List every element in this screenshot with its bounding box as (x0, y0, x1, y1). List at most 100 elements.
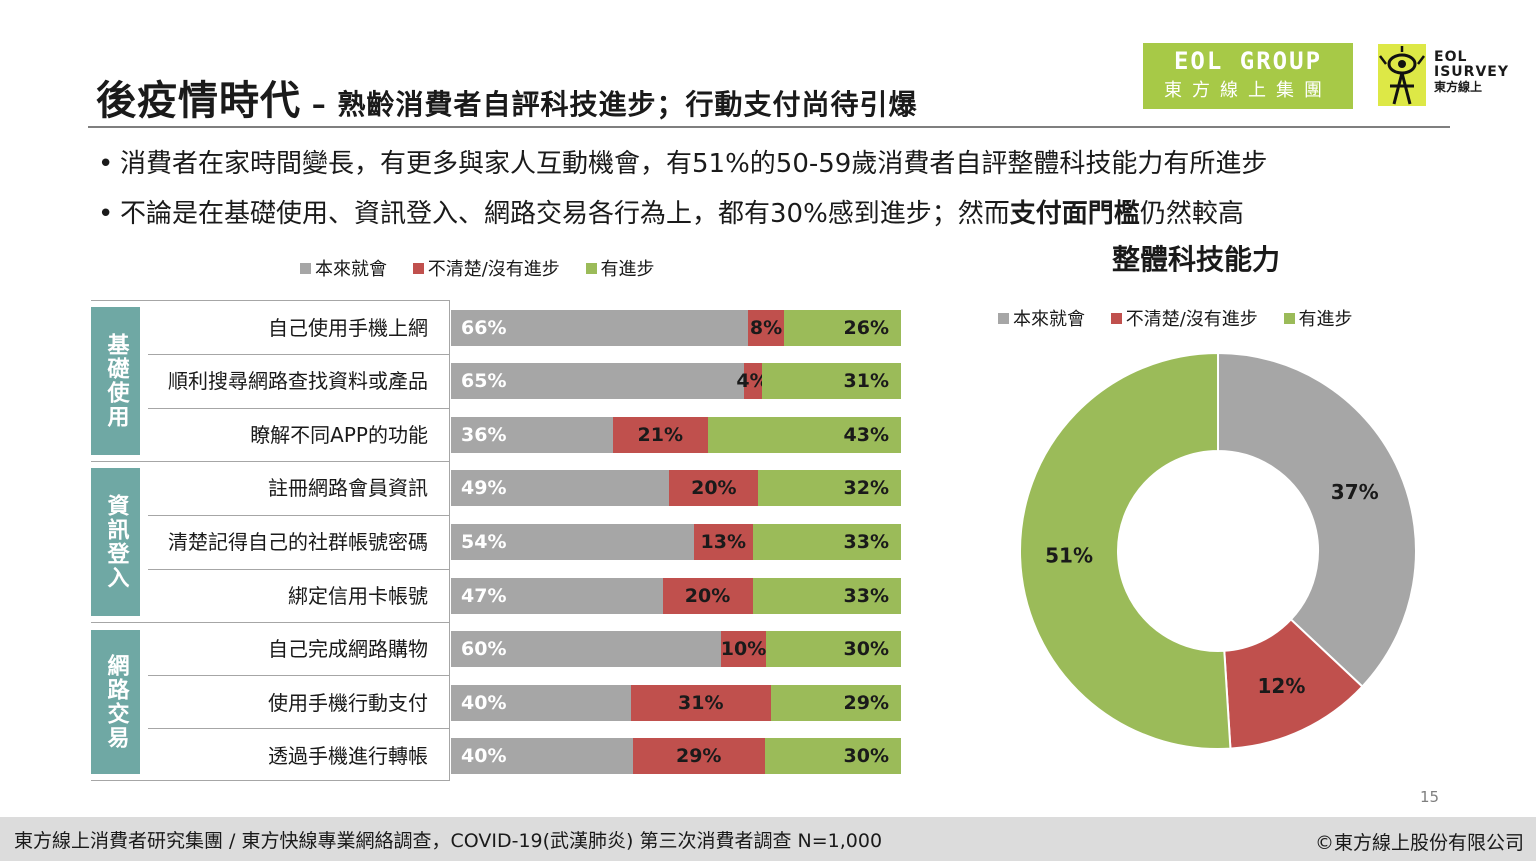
donut-value-label: 51% (1045, 544, 1093, 568)
bar-value-label: 36% (461, 424, 507, 446)
legend-item-no-progress: 不清楚/沒有進步 (412, 255, 560, 281)
donut-value-label: 37% (1331, 480, 1379, 504)
eol-group-logo-line1: EOL GROUP (1173, 47, 1323, 75)
eol-group-logo: EOL GROUP 東方線上集團 (1143, 43, 1353, 109)
bar-segment-progress (766, 631, 901, 667)
bar-segment-no-progress (694, 524, 753, 560)
bar-value-label: 32% (843, 477, 889, 499)
bullet-1-text: 消費者在家時間變長，有更多與家人互動機會，有51%的50-59歲消費者自評整體科… (120, 149, 1268, 179)
legend-swatch-green (585, 263, 597, 274)
bar-row: 65% 4% 31% (451, 363, 901, 399)
bullet-2-suffix: 仍然較高 (1139, 199, 1244, 229)
bullet-point-1: • 消費者在家時間變長，有更多與家人互動機會，有51%的50-59歲消費者自評整體… (98, 143, 1267, 180)
bullet-point-2: • 不論是在基礎使用、資訊登入、網路交易各行為上，都有30%感到進步；然而支付面門… (98, 193, 1244, 230)
page-title: 後疫情時代 – 熟齡消費者自評科技進步；行動支付尚待引爆 (96, 68, 918, 126)
row-divider (148, 728, 449, 729)
row-label: 使用手機行動支付 (268, 691, 428, 715)
bar-row: 40% 31% 29% (451, 685, 901, 721)
bar-value-label: 4% (736, 370, 769, 392)
bar-segment-existing (451, 417, 613, 453)
bar-value-label: 33% (843, 531, 889, 553)
page-title-sub: – 熟齡消費者自評科技進步；行動支付尚待引爆 (301, 88, 918, 121)
donut-slice-existing (1217, 351, 1417, 688)
legend-label: 不清楚/沒有進步 (427, 259, 560, 280)
bar-segment-progress (784, 310, 901, 346)
bar-segment-progress (758, 470, 901, 506)
legend-label: 有進步 (600, 259, 655, 280)
table-right-border (449, 300, 450, 781)
bar-segment-no-progress (662, 578, 753, 614)
eol-isurvey-logo: EOL ISURVEY 東方線上 (1376, 42, 1516, 110)
title-divider (88, 126, 1450, 128)
group-label-login: 資訊登入 (91, 468, 140, 616)
row-label: 瞭解不同APP的功能 (250, 423, 428, 447)
row-divider (148, 569, 449, 570)
footer-source: 東方線上消費者研究集團 / 東方快線專業網絡調查，COVID-19(武漢肺炎) … (14, 830, 883, 852)
legend-swatch-gray (998, 313, 1009, 324)
bar-value-label: 66% (461, 317, 507, 339)
row-label: 註冊網路會員資訊 (268, 476, 428, 500)
bar-value-label: 43% (843, 424, 889, 446)
bar-value-label: 13% (700, 531, 746, 553)
legend-swatch-red (1110, 313, 1122, 324)
bar-value-label: 20% (691, 477, 737, 499)
bar-segment-existing (451, 738, 633, 774)
bar-segment-no-progress (669, 470, 759, 506)
legend-item-progress: 有進步 (585, 255, 655, 281)
bar-value-label: 30% (843, 745, 889, 767)
bar-segment-existing (451, 310, 748, 346)
bar-segment-progress (761, 363, 901, 399)
bar-chart-legend: 本來就會 不清楚/沒有進步 有進步 (300, 255, 675, 281)
row-divider (148, 408, 449, 409)
bar-value-label: 10% (720, 638, 767, 660)
bar-value-label: 29% (843, 692, 889, 714)
bar-segment-existing (451, 470, 670, 506)
legend-label: 本來就會 (1013, 309, 1085, 330)
bar-segment-existing (451, 363, 744, 399)
legend-item-progress: 有進步 (1283, 305, 1353, 331)
bar-segment-existing (451, 524, 694, 560)
bar-segment-existing (451, 578, 663, 614)
bar-segment-no-progress (632, 738, 765, 774)
row-divider (148, 675, 449, 676)
bar-row: 60% 10% 30% (451, 631, 901, 667)
row-label: 透過手機進行轉帳 (268, 744, 428, 768)
bar-value-label: 31% (843, 370, 889, 392)
bar-segment-progress (752, 578, 901, 614)
bar-value-label: 20% (684, 585, 731, 607)
bar-value-label: 21% (637, 424, 683, 446)
bar-segment-progress (770, 685, 901, 721)
bar-segment-progress (707, 417, 901, 453)
row-label: 自己完成網路購物 (268, 637, 428, 661)
eol-isurvey-logo-line1: EOL (1434, 49, 1468, 65)
bullet-2-bold: 支付面門檻 (1009, 199, 1140, 229)
bar-value-label: 54% (461, 531, 507, 553)
bar-value-label: 47% (461, 585, 507, 607)
bar-value-label: 40% (461, 692, 507, 714)
bar-segment-no-progress (743, 363, 762, 399)
eol-isurvey-logo-line2: ISURVEY (1434, 64, 1509, 80)
donut-slice-progress (1018, 351, 1232, 750)
donut-chart: 37% 12% 51% (1018, 351, 1417, 750)
bar-value-label: 26% (843, 317, 889, 339)
eol-isurvey-logo-line3: 東方線上 (1434, 80, 1483, 94)
legend-item-existing: 本來就會 (300, 255, 387, 281)
group-divider (91, 461, 449, 462)
table-border-top (91, 300, 449, 301)
legend-label: 不清楚/沒有進步 (1125, 309, 1258, 330)
row-label: 清楚記得自己的社群帳號密碼 (168, 530, 428, 554)
donut-chart-legend: 本來就會 不清楚/沒有進步 有進步 (998, 305, 1373, 331)
bar-row: 36% 21% 43% (451, 417, 901, 453)
row-label: 綁定信用卡帳號 (288, 584, 428, 608)
legend-item-existing: 本來就會 (998, 305, 1085, 331)
row-label: 自己使用手機上網 (268, 316, 428, 340)
bullet-dot-icon: • (98, 199, 114, 229)
footer-bar: 東方線上消費者研究集團 / 東方快線專業網絡調查，COVID-19(武漢肺炎) … (0, 817, 1536, 861)
bar-segment-progress (752, 524, 901, 560)
bar-segment-no-progress (748, 310, 784, 346)
bullet-2-prefix: 不論是在基礎使用、資訊登入、網路交易各行為上，都有30%感到進步；然而 (120, 199, 1010, 229)
bar-value-label: 49% (461, 477, 507, 499)
bar-segment-existing (451, 631, 721, 667)
bar-segment-no-progress (631, 685, 771, 721)
table-border-bottom (91, 780, 449, 781)
